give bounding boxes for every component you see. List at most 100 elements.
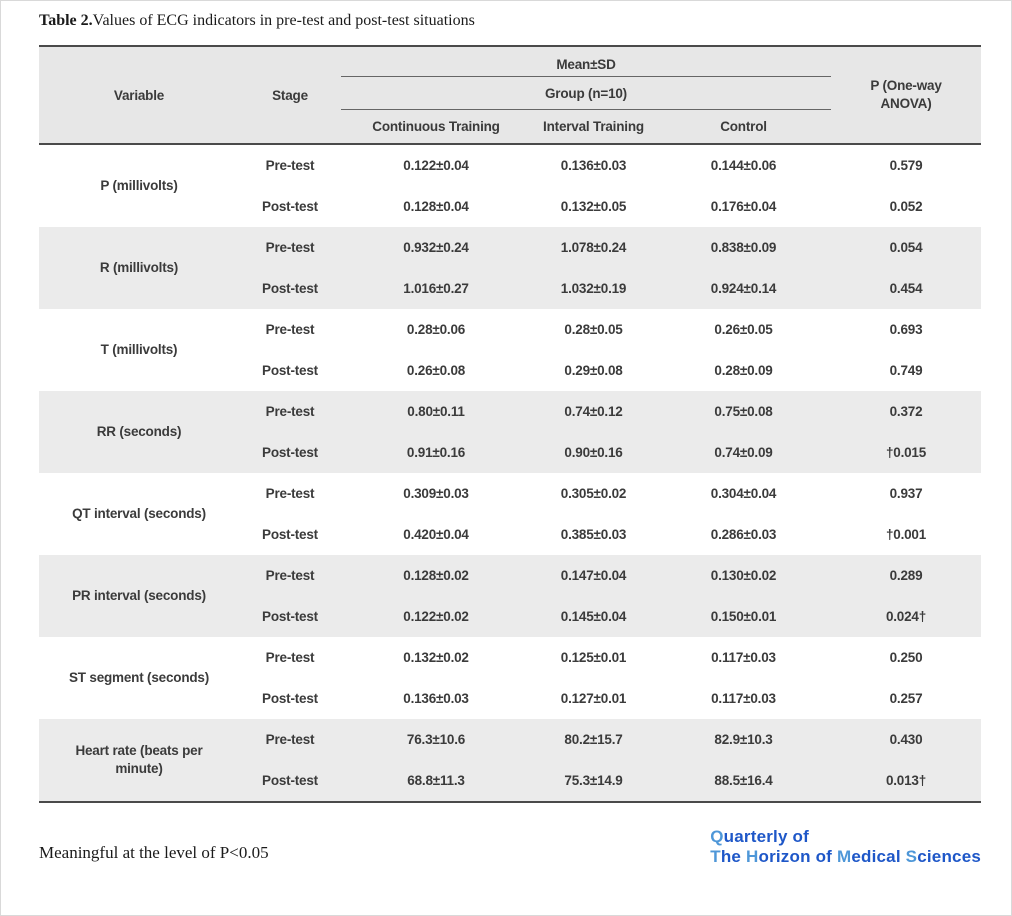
stage-cell: Post-test	[262, 527, 318, 542]
significance-footnote: Meaningful at the level of P<0.05	[39, 843, 269, 862]
data-cell: 0.74±0.12	[564, 404, 623, 419]
block-qt-interval: QT interval (seconds) Pre-test 0.309±0.0…	[39, 473, 981, 555]
data-cell: 0.144±0.06	[710, 158, 777, 173]
data-cell: 0.122±0.04	[403, 158, 469, 173]
variable-cell: Heart rate (beats per minute)	[75, 743, 203, 776]
data-cell: 0.136±0.03	[403, 691, 469, 706]
data-cell: 88.5±16.4	[714, 773, 773, 788]
stage-cell: Pre-test	[265, 158, 315, 173]
data-cell: 0.136±0.03	[560, 158, 627, 173]
data-cell: 0.91±0.16	[406, 445, 466, 460]
data-cell: 0.128±0.04	[403, 199, 469, 214]
data-cell: 1.016±0.27	[403, 281, 469, 296]
data-cell: 0.132±0.02	[403, 650, 469, 665]
p-value-cell: †0.001	[885, 527, 927, 542]
data-cell: 0.28±0.09	[714, 363, 773, 378]
data-cell: 0.309±0.03	[403, 486, 469, 501]
variable-cell: P (millivolts)	[100, 178, 178, 194]
header-group: Group (n=10)	[341, 77, 831, 110]
variable-cell: R (millivolts)	[99, 260, 179, 276]
p-value-cell: 0.430	[889, 732, 923, 747]
journal-logo-line2: The Horizon of Medical Sciences	[710, 847, 981, 867]
p-value-cell: 0.257	[889, 691, 923, 706]
data-cell: 75.3±14.9	[564, 773, 623, 788]
data-cell: 0.924±0.14	[710, 281, 777, 296]
header-variable: Variable	[113, 87, 165, 103]
logo-text-segment: ciences	[917, 847, 981, 866]
logo-text-segment: orizon of	[758, 847, 837, 866]
stage-cell: Post-test	[262, 691, 318, 706]
data-cell: 0.304±0.04	[710, 486, 777, 501]
data-cell: 0.145±0.04	[560, 609, 627, 624]
logo-text-segment: edical	[851, 847, 906, 866]
data-cell: 0.385±0.03	[560, 527, 627, 542]
data-cell: 0.26±0.08	[406, 363, 466, 378]
data-cell: 0.150±0.01	[710, 609, 777, 624]
data-cell: 1.078±0.24	[560, 240, 627, 255]
data-cell: 80.2±15.7	[564, 732, 623, 747]
p-value-cell: 0.579	[889, 158, 923, 173]
logo-text-segment: he	[720, 847, 746, 866]
stage-cell: Pre-test	[265, 240, 315, 255]
stage-cell: Pre-test	[265, 568, 315, 583]
table-caption: Table 2.Values of ECG indicators in pre-…	[39, 12, 1011, 30]
data-cell: 0.90±0.16	[564, 445, 623, 460]
footer: Meaningful at the level of P<0.05 Quarte…	[39, 825, 981, 867]
data-cell: 0.117±0.03	[711, 691, 776, 706]
journal-logo-line1: Quarterly of	[710, 827, 981, 847]
stage-cell: Pre-test	[265, 650, 315, 665]
variable-cell: ST segment (seconds)	[68, 670, 210, 686]
stage-cell: Post-test	[262, 445, 318, 460]
data-cell: 1.032±0.19	[560, 281, 627, 296]
p-value-cell: 0.289	[889, 568, 923, 583]
stage-cell: Post-test	[262, 281, 318, 296]
logo-text-segment: T	[710, 847, 721, 866]
p-value-cell: 0.054	[889, 240, 923, 255]
stage-cell: Pre-test	[265, 486, 315, 501]
header-control: Control	[720, 119, 767, 134]
logo-text-segment: uarterly of	[723, 827, 810, 846]
p-value-cell: 0.454	[889, 281, 923, 296]
data-cell: 0.176±0.04	[710, 199, 777, 214]
data-cell: 0.117±0.03	[711, 650, 776, 665]
header-mean-sd: Mean±SD	[341, 47, 831, 77]
stage-cell: Pre-test	[265, 322, 315, 337]
data-cell: 0.286±0.03	[710, 527, 777, 542]
data-cell: 0.147±0.04	[560, 568, 627, 583]
table-caption-label: Table 2.	[39, 12, 93, 29]
data-cell: 68.8±11.3	[407, 773, 465, 788]
block-r-millivolts: R (millivolts) Pre-test 0.932±0.24 1.078…	[39, 227, 981, 309]
variable-cell: QT interval (seconds)	[72, 506, 206, 522]
p-value-cell: 0.013†	[885, 773, 927, 788]
stage-cell: Post-test	[262, 609, 318, 624]
data-cell: 0.127±0.01	[560, 691, 627, 706]
header-p-anova-label: P (One-way ANOVA)	[870, 77, 942, 111]
stage-cell: Post-test	[262, 363, 318, 378]
ecg-table: Variable Stage Mean±SD Group (n=10) Cont…	[39, 45, 981, 803]
data-cell: 82.9±10.3	[714, 732, 773, 747]
data-cell: 0.28±0.06	[406, 322, 466, 337]
data-cell: 0.28±0.05	[564, 322, 623, 337]
logo-text-segment: M	[836, 847, 852, 866]
data-cell: 0.74±0.09	[714, 445, 773, 460]
header-continuous-training: Continuous Training	[372, 119, 500, 134]
header-p-anova: P (One-way ANOVA)	[831, 47, 981, 143]
data-cell: 0.132±0.05	[560, 199, 627, 214]
block-rr-seconds: RR (seconds) Pre-test 0.80±0.11 0.74±0.1…	[39, 391, 981, 473]
stage-cell: Pre-test	[265, 404, 315, 419]
p-value-cell: 0.024†	[885, 609, 927, 624]
p-value-cell: 0.052	[889, 199, 923, 214]
stage-cell: Post-test	[262, 773, 318, 788]
block-pr-interval: PR interval (seconds) Pre-test 0.128±0.0…	[39, 555, 981, 637]
table-header: Variable Stage Mean±SD Group (n=10) Cont…	[39, 47, 981, 145]
stage-cell: Pre-test	[265, 732, 315, 747]
p-value-cell: 0.250	[889, 650, 923, 665]
journal-logo: Quarterly of The Horizon of Medical Scie…	[710, 827, 981, 867]
data-cell: 0.26±0.05	[714, 322, 773, 337]
block-heart-rate: Heart rate (beats per minute) Pre-test 7…	[39, 719, 981, 801]
p-value-cell: 0.372	[889, 404, 923, 419]
data-cell: 0.838±0.09	[710, 240, 777, 255]
data-cell: 76.3±10.6	[406, 732, 466, 747]
p-value-cell: †0.015	[885, 445, 927, 460]
logo-text-segment: S	[905, 847, 918, 866]
